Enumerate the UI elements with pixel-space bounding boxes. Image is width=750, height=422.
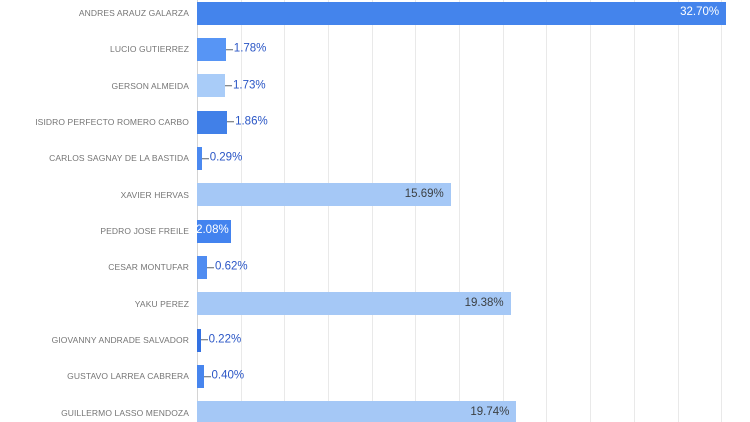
category-label: LUCIO GUTIERREZ: [110, 44, 189, 55]
gridline: [633, 0, 635, 422]
callout-stem: [225, 48, 233, 50]
gridline: [415, 0, 417, 422]
bar[interactable]: 19.38%: [197, 292, 511, 316]
chart-row: GUILLERMO LASSO MENDOZA 19.74%: [0, 395, 750, 422]
gridline: [590, 0, 592, 422]
category-label: YAKU PEREZ: [134, 298, 189, 309]
bar-track: 2.08%: [196, 219, 750, 243]
bar-value-label: 0.22%: [208, 333, 242, 346]
bar[interactable]: [197, 364, 204, 388]
gridline: [371, 0, 373, 422]
chart-row: GERSON ALMEIDA 1.73%: [0, 68, 750, 104]
value-callout: 0.62%: [207, 260, 248, 274]
value-callout: 1.78%: [225, 42, 267, 56]
bar[interactable]: [197, 255, 207, 279]
chart-row: YAKU PEREZ 19.38%: [0, 286, 750, 322]
bar-track: 0.40%: [197, 364, 750, 388]
bar-value-label: 2.08%: [196, 224, 229, 237]
bar-track: 0.29%: [197, 146, 750, 170]
category-label: CARLOS SAGNAY DE LA BASTIDA: [49, 153, 189, 164]
bar-track: 1.86%: [197, 110, 750, 134]
chart-gridlines: [197, 0, 750, 422]
gridline: [546, 0, 548, 422]
chart-row: GUSTAVO LARREA CABRERA 0.40%: [0, 358, 750, 394]
callout-stem: [203, 375, 211, 377]
gridline: [240, 0, 242, 422]
bar-track: 32.70%: [197, 1, 750, 25]
bar[interactable]: [197, 37, 226, 61]
category-label: XAVIER HERVAS: [120, 189, 189, 200]
callout-stem: [207, 266, 214, 268]
bar[interactable]: [197, 146, 202, 170]
chart-row: LUCIO GUTIERREZ 1.78%: [0, 31, 750, 67]
bar-track: 1.78%: [197, 37, 750, 61]
bar-value-label: 1.86%: [235, 115, 268, 128]
chart-row: ANDRES ARAUZ GALARZA 32.70%: [0, 0, 750, 31]
callout-stem: [200, 339, 208, 341]
chart-row: CARLOS SAGNAY DE LA BASTIDA 0.29%: [0, 140, 750, 176]
bar-track: 19.38%: [197, 292, 750, 316]
bar-track: 15.69%: [197, 183, 750, 207]
category-label: GIOVANNY ANDRADE SALVADOR: [51, 335, 189, 346]
category-label: ISIDRO PERFECTO ROMERO CARBO: [35, 117, 189, 128]
bar-value-label: 0.62%: [215, 260, 248, 273]
bar-value-label: 32.70%: [680, 6, 720, 19]
value-callout: 0.22%: [200, 333, 242, 346]
gridline: [502, 0, 504, 422]
bar-value-label: 19.38%: [464, 297, 504, 310]
bar-value-label: 1.73%: [233, 79, 266, 92]
gridline: [459, 0, 461, 422]
value-callout: 1.73%: [225, 80, 266, 92]
chart-row: ISIDRO PERFECTO ROMERO CARBO 1.86%: [0, 104, 750, 140]
axis-baseline: [197, 0, 198, 422]
gridline: [721, 0, 723, 422]
value-callout: 0.40%: [203, 369, 245, 383]
gridline: [328, 0, 330, 422]
category-label: ANDRES ARAUZ GALARZA: [78, 8, 189, 19]
category-label: GUILLERMO LASSO MENDOZA: [61, 407, 189, 418]
category-label: CESAR MONTUFAR: [108, 262, 189, 273]
bar[interactable]: 32.70%: [197, 1, 727, 25]
bar[interactable]: 19.74%: [197, 401, 517, 422]
bar-track: 0.62%: [197, 255, 750, 279]
bar-value-label: 1.78%: [233, 42, 267, 55]
bar-value-label: 15.69%: [404, 188, 444, 201]
bar[interactable]: 2.08%: [196, 219, 231, 243]
callout-stem: [227, 121, 235, 123]
bar-value-label: 19.74%: [470, 406, 510, 419]
bar[interactable]: [197, 74, 225, 98]
bar[interactable]: [197, 110, 228, 134]
value-callout: 0.29%: [201, 151, 243, 165]
category-label: PEDRO JOSE FREILE: [100, 226, 189, 237]
callout-stem: [225, 85, 232, 87]
chart-row: CESAR MONTUFAR 0.62%: [0, 249, 750, 285]
bar-track: 19.74%: [197, 401, 750, 422]
bar-track: 1.73%: [197, 74, 750, 98]
callout-stem: [201, 157, 209, 159]
gridline: [284, 0, 286, 422]
value-callout: 1.86%: [227, 116, 268, 128]
category-label: GUSTAVO LARREA CABRERA: [67, 371, 189, 382]
chart-row: XAVIER HERVAS 15.69%: [0, 177, 750, 213]
bar[interactable]: 15.69%: [197, 183, 451, 207]
bar-track: 0.22%: [197, 328, 750, 352]
category-label: GERSON ALMEIDA: [111, 80, 189, 91]
chart-row: PEDRO JOSE FREILE 2.08%: [0, 213, 750, 249]
chart-row: GIOVANNY ANDRADE SALVADOR 0.22%: [0, 322, 750, 358]
bar-value-label: 0.29%: [209, 151, 243, 164]
bar-value-label: 0.40%: [211, 369, 245, 382]
gridline: [677, 0, 679, 422]
bar[interactable]: [197, 328, 201, 352]
